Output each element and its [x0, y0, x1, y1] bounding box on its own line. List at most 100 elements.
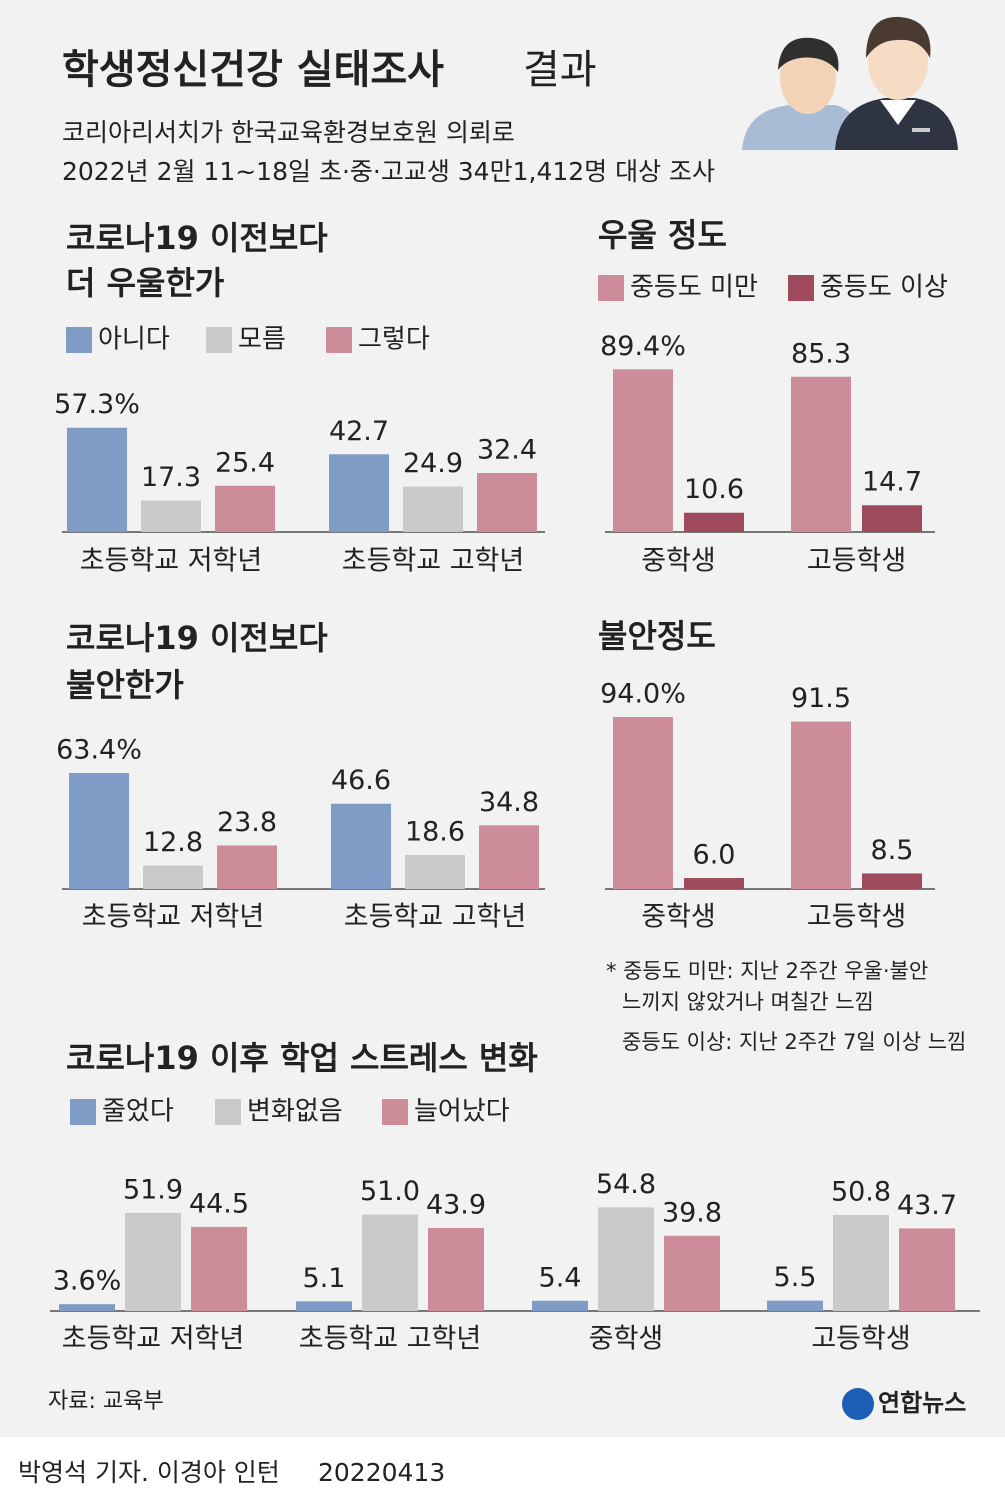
bar — [428, 1228, 484, 1311]
legend-swatch — [382, 1099, 408, 1125]
illustration — [742, 16, 958, 150]
bar — [479, 825, 539, 889]
data-label: 5.5 — [774, 1262, 817, 1293]
data-label: 8.5 — [871, 835, 914, 866]
data-label: 43.9 — [426, 1190, 486, 1221]
legend-swatch — [215, 1099, 241, 1125]
x-tick-label: 초등학교 고학년 — [342, 546, 524, 577]
data-label: 46.6 — [331, 765, 391, 796]
data-label: 23.8 — [217, 807, 277, 838]
x-tick-label: 고등학생 — [811, 1324, 910, 1355]
bar — [217, 845, 277, 889]
logo: 연합뉴스 — [878, 1389, 966, 1417]
bar — [296, 1301, 352, 1311]
bar — [191, 1226, 247, 1311]
x-tick-label: 초등학교 고학년 — [344, 902, 526, 933]
legend-swatch — [598, 275, 624, 301]
legend-label: 중등도 이상 — [820, 273, 948, 303]
bar — [405, 854, 465, 889]
subtitle: 2022년 2월 11~18일 초·중·고교생 34만1,412명 대상 조사 — [62, 157, 715, 186]
title-suffix: 결과 — [523, 47, 597, 93]
bar — [899, 1228, 955, 1311]
x-tick-label: 초등학교 저학년 — [62, 1324, 244, 1355]
bar — [215, 485, 275, 532]
legend-swatch — [326, 327, 352, 353]
title: 학생정신건강 실태조사 — [62, 47, 444, 93]
bar — [791, 376, 851, 532]
x-tick-label: 고등학생 — [807, 546, 906, 577]
data-label: 24.9 — [403, 448, 463, 479]
note: 중등도 이상: 지난 2주간 7일 이상 느낌 — [622, 1030, 966, 1054]
legend-swatch — [66, 327, 92, 353]
data-label: 50.8 — [831, 1176, 891, 1207]
legend-swatch — [788, 275, 814, 301]
bar — [67, 427, 127, 532]
bar — [143, 865, 203, 889]
bar — [833, 1214, 889, 1311]
chart-title: 불안정도 — [598, 617, 716, 655]
bar — [613, 369, 673, 532]
background — [0, 0, 1005, 1437]
bar — [684, 878, 744, 889]
bar — [331, 803, 391, 889]
chart-title: 코로나19 이전보다 — [66, 619, 328, 657]
data-label: 12.8 — [143, 827, 203, 858]
bar — [141, 500, 201, 532]
data-label: 25.4 — [215, 447, 275, 478]
x-tick-label: 중학생 — [641, 902, 716, 933]
legend-label: 줄었다 — [102, 1097, 174, 1127]
bar — [767, 1300, 823, 1311]
data-label: 5.4 — [539, 1262, 582, 1293]
subtitle: 코리아리서치가 한국교육환경보호원 의뢰로 — [62, 118, 515, 147]
bar — [613, 716, 673, 889]
chart-title: 더 우울한가 — [66, 264, 224, 302]
bar — [329, 454, 389, 532]
data-label: 57.3% — [54, 389, 140, 420]
bar — [477, 473, 537, 532]
data-label: 34.8 — [479, 787, 539, 818]
note: * 중등도 미만: 지난 2주간 우울·불안 — [606, 959, 928, 983]
bar — [125, 1212, 181, 1311]
data-label: 91.5 — [791, 683, 851, 714]
data-label: 43.7 — [897, 1190, 957, 1221]
x-tick-label: 초등학교 고학년 — [299, 1324, 481, 1355]
bar — [791, 721, 851, 889]
chart-title: 코로나19 이후 학업 스트레스 변화 — [66, 1039, 538, 1077]
legend-swatch — [206, 327, 232, 353]
bar — [684, 512, 744, 532]
data-label: 89.4% — [600, 331, 686, 362]
data-label: 51.0 — [360, 1176, 420, 1207]
data-label: 18.6 — [405, 816, 465, 847]
chart-title: 코로나19 이전보다 — [66, 219, 328, 257]
date: 20220413 — [318, 1458, 445, 1487]
data-label: 39.8 — [662, 1197, 722, 1228]
data-label: 14.7 — [862, 467, 922, 498]
bar — [69, 772, 129, 889]
bar — [862, 873, 922, 889]
bar — [362, 1214, 418, 1311]
data-label: 42.7 — [329, 416, 389, 447]
x-tick-label: 초등학교 저학년 — [82, 902, 264, 933]
bar — [59, 1304, 115, 1311]
data-label: 3.6% — [53, 1266, 122, 1297]
bar — [403, 486, 463, 532]
chart-title: 불안한가 — [66, 666, 184, 704]
legend-label: 늘어났다 — [414, 1097, 510, 1127]
bar — [598, 1207, 654, 1311]
source: 자료: 교육부 — [48, 1389, 164, 1414]
chart-title: 우울 정도 — [598, 216, 727, 254]
data-label: 85.3 — [791, 338, 851, 369]
legend-label: 그렇다 — [358, 325, 430, 355]
x-tick-label: 중학생 — [589, 1324, 664, 1355]
note: 느끼지 않았거나 며칠간 느낌 — [622, 990, 874, 1014]
data-label: 63.4% — [56, 734, 142, 765]
legend-label: 아니다 — [98, 325, 170, 355]
data-label: 44.5 — [189, 1188, 249, 1219]
data-label: 17.3 — [141, 462, 201, 493]
legend-label: 모름 — [238, 325, 286, 355]
data-label: 32.4 — [477, 435, 537, 466]
logo-icon — [842, 1388, 874, 1420]
data-label: 10.6 — [684, 474, 744, 505]
